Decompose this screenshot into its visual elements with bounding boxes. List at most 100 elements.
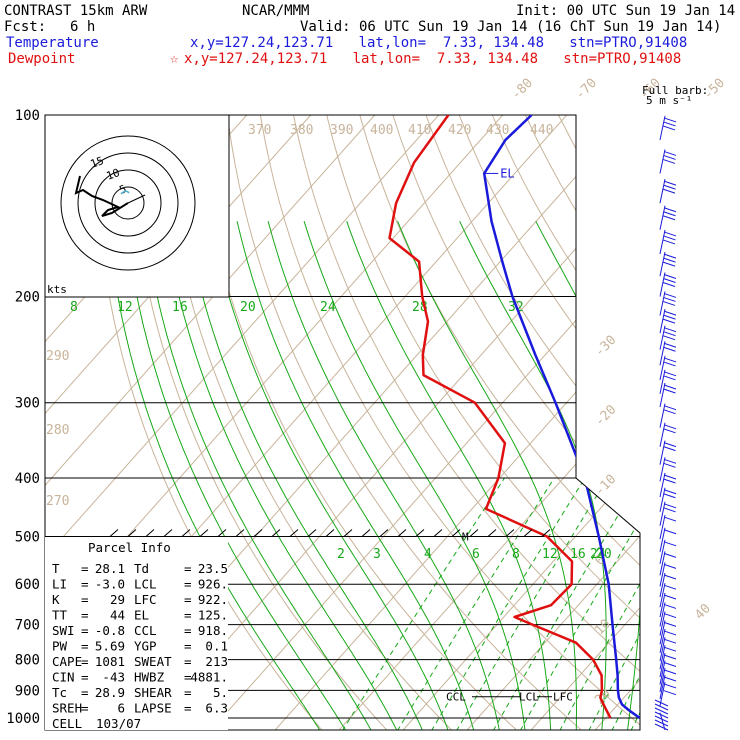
- parcel-equals: =: [81, 561, 89, 576]
- barb-flag: [663, 594, 677, 600]
- isotherm-label: 40: [692, 601, 714, 623]
- mixing-ratio-label: 6: [472, 547, 480, 562]
- barb-staff: [659, 712, 666, 731]
- mixing-ratio-line: [456, 477, 608, 730]
- parcel-value: 1081: [95, 654, 125, 669]
- dry-adiabat-line: [326, 115, 640, 730]
- barb-staff: [659, 628, 666, 654]
- isotherm-label: 10: [592, 617, 614, 639]
- parcel-equals: =: [81, 639, 89, 654]
- parcel-label: LCL: [134, 577, 157, 592]
- pressure-label: 500: [15, 529, 40, 545]
- barb-flag: [663, 253, 677, 259]
- barb-flag: [663, 584, 677, 590]
- barb-flag: [663, 683, 677, 689]
- barb-flag: [663, 409, 676, 415]
- barb-staff: [659, 674, 666, 700]
- isotherm-line: [203, 115, 640, 730]
- barb-flag: [663, 462, 676, 468]
- mixing-ratio-label: 24: [320, 300, 336, 315]
- barb-flag: [663, 669, 677, 675]
- barb-staff: [659, 602, 666, 627]
- barb-flag: [662, 125, 676, 131]
- parcel-info-title: Parcel Info: [88, 540, 171, 555]
- theta-label: 410: [408, 123, 431, 138]
- hash-mark: [361, 529, 371, 537]
- barb-staff: [659, 252, 666, 277]
- moist-adiabat-line: [267, 221, 500, 730]
- barb-flag: [662, 261, 676, 267]
- barb-staff: [659, 341, 666, 366]
- isotherm-label: -30: [592, 333, 619, 360]
- parcel-label: K: [52, 592, 60, 607]
- parcel-equals: =: [81, 577, 89, 592]
- barb-flag: [663, 388, 676, 394]
- pressure-label: 400: [15, 471, 40, 487]
- barb-flag: [663, 211, 676, 217]
- parcel-box-background: [45, 537, 228, 730]
- barb-flag: [663, 552, 677, 558]
- barb-flag: [654, 707, 669, 715]
- barb-flag: [663, 458, 677, 464]
- pressure-label: 900: [15, 683, 40, 699]
- hash-mark: [487, 529, 497, 537]
- barb-flag: [663, 516, 677, 522]
- barb-flag: [662, 239, 676, 245]
- hash-mark: [289, 529, 299, 537]
- barb-flag: [654, 719, 669, 727]
- moist-adiabat-line: [236, 221, 475, 730]
- barb-flag: [662, 300, 676, 306]
- cell-value: 103/07: [96, 716, 141, 731]
- barb-staff: [659, 472, 666, 498]
- barb-flag: [663, 154, 676, 160]
- barb-staff: [659, 501, 666, 526]
- parcel-label: SHEAR: [134, 685, 172, 700]
- parcel-equals: =: [184, 577, 192, 592]
- hash-m-label: M: [462, 530, 469, 543]
- parcel-equals: =: [81, 685, 89, 700]
- parcel-value: 28.1: [95, 561, 125, 576]
- barb-staff: [659, 583, 666, 608]
- parcel-equals: =: [184, 670, 192, 685]
- hash-mark: [505, 529, 515, 537]
- barb-staff: [659, 382, 666, 408]
- isotherm-line: [45, 115, 376, 730]
- hash-mark: [397, 529, 407, 537]
- parcel-label: LFC: [134, 592, 157, 607]
- parcel-info-box: Parcel Info T = 28.1 Td = 23.5 LI = -3.0 LCL = 926. K…: [45, 537, 228, 731]
- barb-flag: [663, 346, 676, 352]
- barb-flag: [663, 489, 677, 495]
- parcel-label: PW: [52, 639, 68, 654]
- theta-label: 270: [46, 494, 69, 509]
- barb-flag: [663, 235, 676, 241]
- barb-flag: [663, 274, 677, 279]
- ccl-label: CCL: [446, 691, 466, 704]
- el-label: EL: [500, 166, 514, 180]
- theta-label: 370: [248, 123, 271, 138]
- hash-mark: [253, 529, 263, 537]
- barb-flag: [663, 231, 677, 237]
- barb-staff: [659, 422, 666, 447]
- barb-staff: [659, 205, 666, 230]
- barb-staff: [659, 660, 666, 685]
- hodo-units-label: kts: [47, 283, 67, 296]
- theta-label: 440: [530, 123, 553, 138]
- parcel-equals: =: [184, 608, 192, 623]
- parcel-equals: =: [184, 561, 192, 576]
- barb-flag: [654, 715, 669, 723]
- barb-flag: [663, 257, 676, 263]
- barb-flag: [662, 335, 676, 341]
- mixing-ratio-label: 4: [424, 547, 432, 562]
- hodograph-ring: [111, 186, 145, 220]
- parcel-equals: =: [184, 623, 192, 638]
- hash-mark: [127, 529, 137, 537]
- barb-flag: [663, 654, 677, 660]
- parcel-label: LAPSE: [134, 701, 172, 716]
- isotherm-label: -70: [573, 76, 600, 103]
- parcel-label: CCL: [134, 623, 157, 638]
- barb-flag: [663, 375, 676, 381]
- barb-flag: [662, 318, 676, 324]
- parcel-value: 4881.: [190, 670, 228, 685]
- barb-staff: [659, 440, 666, 465]
- barb-flag: [663, 342, 677, 348]
